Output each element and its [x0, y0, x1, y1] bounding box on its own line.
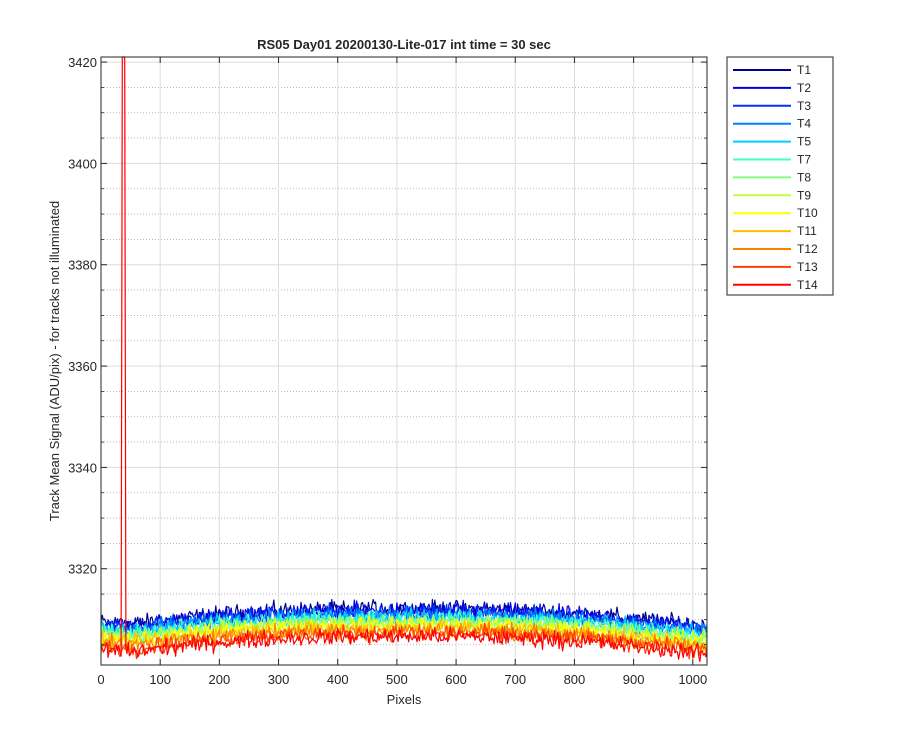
y-tick-label: 3380: [68, 258, 97, 273]
legend-label-t9: T9: [797, 188, 811, 202]
y-tick-label: 3400: [68, 156, 97, 171]
x-tick-label: 600: [445, 672, 467, 687]
legend-label-t10: T10: [797, 206, 818, 220]
plot-frame: [100, 56, 708, 666]
x-tick-label: 0: [97, 672, 104, 687]
legend-box: [726, 56, 834, 296]
y-tick-label: 3360: [68, 359, 97, 374]
legend-label-t3: T3: [797, 99, 811, 113]
legend-label-t13: T13: [797, 260, 818, 274]
chart-title: RS05 Day01 20200130-Lite-017 int time = …: [257, 37, 551, 52]
legend-label-t8: T8: [797, 170, 811, 184]
x-tick-label: 200: [209, 672, 231, 687]
x-tick-label: 800: [564, 672, 586, 687]
x-tick-label: 400: [327, 672, 349, 687]
x-tick-label: 500: [386, 672, 408, 687]
legend-label-t1: T1: [797, 63, 811, 77]
legend-label-t11: T11: [797, 224, 817, 238]
x-tick-label: 900: [623, 672, 645, 687]
legend: T1 T2 T3 T4 T5 T7 T8 T9 T10 T11 T12 T13 T14: [726, 56, 834, 296]
x-tick-label: 100: [149, 672, 171, 687]
x-tick-label: 300: [268, 672, 290, 687]
y-axis-label: Track Mean Signal (ADU/pix) - for tracks…: [47, 201, 62, 521]
series-line-t9: [100, 614, 708, 650]
axis-ticks: 0 100 200 300 400 500 600 700 800 900 1000 3320 3340…: [68, 55, 707, 687]
legend-label-t12: T12: [797, 242, 818, 256]
y-tick-label: 3340: [68, 460, 97, 475]
legend-label-t5: T5: [797, 135, 811, 149]
y-tick-label: 3420: [68, 55, 97, 70]
y-tick-label: 3320: [68, 562, 97, 577]
legend-label-t2: T2: [797, 81, 811, 95]
legend-label-t4: T4: [797, 117, 811, 131]
legend-label-t14: T14: [797, 278, 818, 292]
plot-background: [101, 57, 707, 665]
series-group: [100, 56, 708, 663]
legend-label-t7: T7: [797, 153, 811, 167]
series-line-t5: [100, 606, 708, 641]
series-line-t10: [100, 615, 708, 649]
x-tick-label: 1000: [678, 672, 707, 687]
series-line-t14: [100, 56, 708, 663]
x-axis-label: Pixels: [387, 692, 422, 707]
x-tick-label: 700: [504, 672, 526, 687]
